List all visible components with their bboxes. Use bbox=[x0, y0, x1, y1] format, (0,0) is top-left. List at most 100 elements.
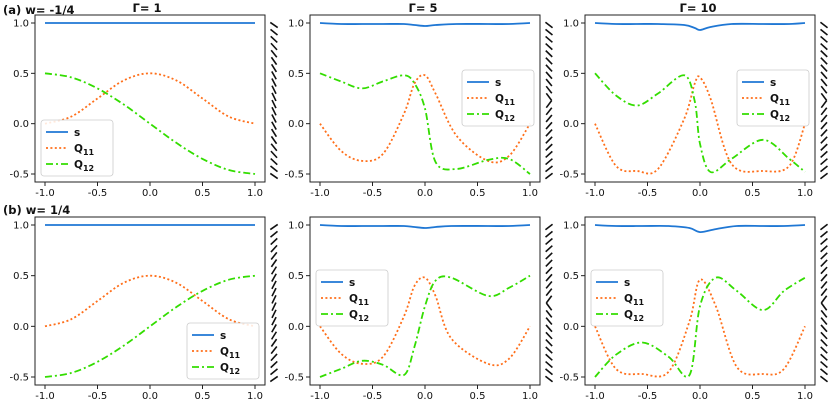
director-glyph bbox=[819, 223, 829, 231]
director-glyph bbox=[819, 375, 829, 383]
y-tick-label: 1.0 bbox=[563, 221, 579, 232]
x-tick-label: -0.5 bbox=[363, 188, 383, 199]
director-glyph bbox=[545, 50, 553, 58]
director-glyph bbox=[271, 71, 277, 80]
series-q12-line bbox=[44, 72, 256, 175]
y-tick-label: 0.5 bbox=[563, 271, 579, 282]
x-tick-label: 0.5 bbox=[470, 391, 486, 402]
director-glyph bbox=[545, 121, 553, 130]
director-glyph bbox=[820, 150, 828, 159]
director-glyph bbox=[545, 165, 553, 173]
legend-label-q12: Q12 bbox=[74, 159, 94, 173]
director-glyph bbox=[820, 288, 828, 297]
director-glyph bbox=[820, 129, 828, 137]
legend-label-q12: Q12 bbox=[220, 362, 240, 376]
director-glyph bbox=[270, 150, 278, 159]
series-s-line bbox=[319, 224, 531, 229]
x-tick-label: 1.0 bbox=[247, 391, 263, 402]
legend-label-s: s bbox=[349, 277, 355, 289]
y-tick-label: -0.5 bbox=[9, 373, 29, 384]
director-glyph bbox=[820, 165, 828, 173]
legend-label-q12: Q12 bbox=[495, 109, 515, 123]
director-glyph bbox=[270, 165, 278, 173]
director-glyph bbox=[820, 245, 828, 253]
y-tick-label: 0.5 bbox=[288, 271, 304, 282]
row-label-b: (b) w= 1/4 bbox=[3, 203, 70, 217]
legend-label-s: s bbox=[220, 330, 226, 342]
director-glyph bbox=[545, 295, 553, 304]
director-glyph bbox=[820, 230, 828, 238]
director-glyph bbox=[270, 49, 278, 58]
director-glyph bbox=[820, 143, 828, 151]
director-glyph bbox=[545, 143, 553, 151]
director-glyph bbox=[269, 21, 279, 29]
legend-label-q11: Q11 bbox=[495, 93, 516, 107]
director-glyph bbox=[819, 172, 829, 180]
director-glyph bbox=[820, 50, 828, 58]
director-glyph bbox=[271, 273, 277, 282]
x-tick-label: -0.5 bbox=[638, 391, 658, 402]
series-q12-line bbox=[594, 276, 806, 378]
director-glyph bbox=[545, 259, 553, 267]
director-glyph bbox=[270, 28, 278, 36]
director-glyph bbox=[270, 56, 278, 66]
y-tick-label: 1.0 bbox=[563, 19, 579, 30]
y-tick-label: -0.5 bbox=[559, 373, 579, 384]
column-title-gamma-5: Γ= 5 bbox=[409, 1, 438, 15]
y-tick-label: -0.5 bbox=[284, 170, 304, 181]
series-q11-line bbox=[319, 276, 531, 367]
series-q12-line bbox=[319, 72, 531, 175]
director-strips bbox=[269, 21, 829, 383]
director-glyph bbox=[820, 42, 828, 51]
director-glyph bbox=[545, 158, 553, 166]
x-tick-label: 1.0 bbox=[247, 188, 263, 199]
director-glyph bbox=[545, 136, 553, 144]
director-glyph bbox=[819, 21, 829, 29]
x-tick-label: 0.5 bbox=[745, 391, 761, 402]
legend-box bbox=[736, 69, 810, 127]
director-glyph bbox=[820, 360, 828, 369]
x-tick-label: 0.0 bbox=[142, 188, 158, 199]
director-glyph bbox=[545, 28, 553, 36]
x-tick-label: -1.0 bbox=[310, 188, 330, 199]
director-glyph bbox=[270, 128, 278, 138]
x-tick-label: 1.0 bbox=[797, 391, 813, 402]
panel-r1-c2: -1.0 -0.5 0.0 0.5 1.0 1.0 0.5 0.0 -0.5 s Q11 Q12 bbox=[559, 216, 816, 402]
y-tick-label: -0.5 bbox=[559, 170, 579, 181]
legend: s Q11 Q12 bbox=[186, 322, 260, 380]
x-tick-label: -0.5 bbox=[88, 391, 108, 402]
director-glyph bbox=[270, 251, 278, 260]
director-glyph bbox=[820, 100, 828, 109]
director-glyph bbox=[545, 150, 553, 159]
x-tick-label: 0.5 bbox=[745, 188, 761, 199]
director-glyph bbox=[820, 302, 828, 311]
director-glyph bbox=[269, 375, 279, 383]
director-glyph bbox=[271, 324, 277, 333]
director-glyph bbox=[270, 360, 278, 369]
y-tick-label: 0.0 bbox=[13, 119, 29, 130]
y-tick-label: 0.5 bbox=[13, 271, 29, 282]
panel-r0-c2: -1.0 -0.5 0.0 0.5 1.0 1.0 0.5 0.0 -0.5 s Q11 Q12 bbox=[559, 14, 816, 199]
director-glyph bbox=[545, 107, 553, 116]
y-tick-label: 1.0 bbox=[13, 221, 29, 232]
legend-box bbox=[40, 119, 114, 177]
x-tick-label: 0.0 bbox=[692, 188, 708, 199]
director-glyph bbox=[270, 135, 278, 145]
x-tick-label: 1.0 bbox=[522, 188, 538, 199]
director-glyph bbox=[269, 223, 279, 231]
director-glyph bbox=[271, 287, 277, 297]
x-tick-label: -1.0 bbox=[585, 188, 605, 199]
x-tick-label: 0.5 bbox=[470, 188, 486, 199]
director-glyph bbox=[544, 375, 554, 383]
column-title-gamma-10: Γ= 10 bbox=[680, 1, 717, 15]
director-glyph bbox=[820, 368, 828, 376]
series-s-line bbox=[594, 22, 806, 31]
director-glyph bbox=[271, 280, 277, 290]
director-glyph bbox=[545, 331, 553, 340]
x-tick-label: 1.0 bbox=[797, 188, 813, 199]
series-q11-line bbox=[44, 274, 256, 328]
y-tick-label: 0.0 bbox=[13, 322, 29, 333]
director-glyph bbox=[270, 346, 278, 355]
series-s-line bbox=[594, 224, 806, 234]
director-glyph bbox=[270, 259, 278, 268]
